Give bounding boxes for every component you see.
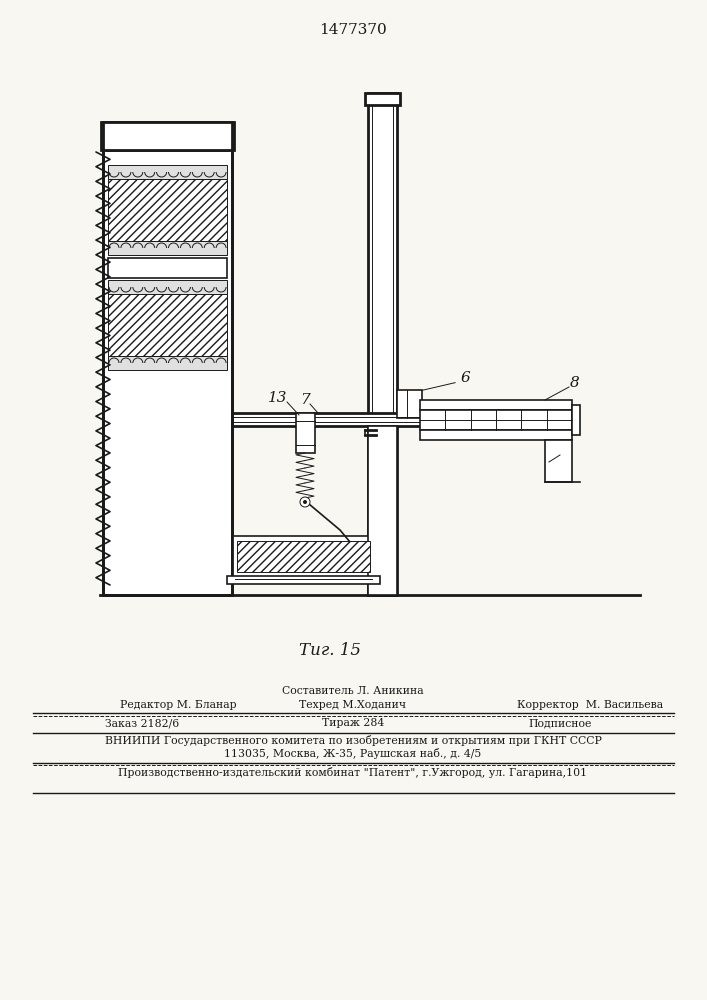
Text: 113035, Москва, Ж-35, Раушская наб., д. 4/5: 113035, Москва, Ж-35, Раушская наб., д. … (224, 748, 481, 759)
Bar (108, 165, 227, 179)
Bar (227, 576, 380, 584)
Bar (108, 258, 227, 278)
Text: 6: 6 (460, 371, 470, 385)
Bar (108, 356, 227, 370)
Bar (365, 93, 400, 105)
Bar (368, 426, 397, 595)
Text: 7: 7 (300, 393, 310, 407)
Text: Производственно-издательский комбинат "Патент", г.Ужгород, ул. Гагарина,101: Производственно-издательский комбинат "П… (119, 767, 588, 778)
Bar (108, 294, 227, 356)
Text: Техред М.Ходанич: Техред М.Ходанич (300, 700, 407, 710)
Bar (101, 122, 234, 150)
Text: Составитель Л. Аникина: Составитель Л. Аникина (282, 686, 423, 696)
Text: 1477370: 1477370 (319, 23, 387, 37)
Bar (420, 430, 572, 440)
Bar (572, 405, 580, 435)
Text: 3: 3 (550, 458, 560, 472)
Text: 13: 13 (268, 391, 288, 405)
Text: Заказ 2182/6: Заказ 2182/6 (105, 718, 180, 728)
Text: Корректор  М. Васильева: Корректор М. Васильева (517, 700, 663, 710)
Bar (232, 536, 375, 582)
Bar (397, 390, 422, 418)
Bar (108, 280, 227, 294)
Text: 8: 8 (570, 376, 580, 390)
Bar (420, 410, 572, 430)
Bar (107, 122, 228, 150)
Text: Тираж 284: Тираж 284 (322, 718, 384, 728)
Circle shape (303, 500, 307, 504)
Text: Подписное: Подписное (528, 718, 592, 728)
Text: Τиг. 15: Τиг. 15 (299, 642, 361, 659)
Bar (368, 93, 397, 595)
Bar (103, 122, 232, 595)
Bar (545, 440, 572, 482)
Bar (237, 541, 370, 572)
Text: ВНИИПИ Государственного комитета по изобретениям и открытиям при ГКНТ СССР: ВНИИПИ Государственного комитета по изоб… (105, 735, 602, 746)
Bar (232, 413, 572, 426)
Circle shape (300, 497, 310, 507)
Bar (420, 400, 572, 410)
Bar (108, 241, 227, 255)
Bar (296, 413, 315, 453)
Text: Редактор М. Бланар: Редактор М. Бланар (120, 700, 237, 710)
Bar (108, 179, 227, 241)
